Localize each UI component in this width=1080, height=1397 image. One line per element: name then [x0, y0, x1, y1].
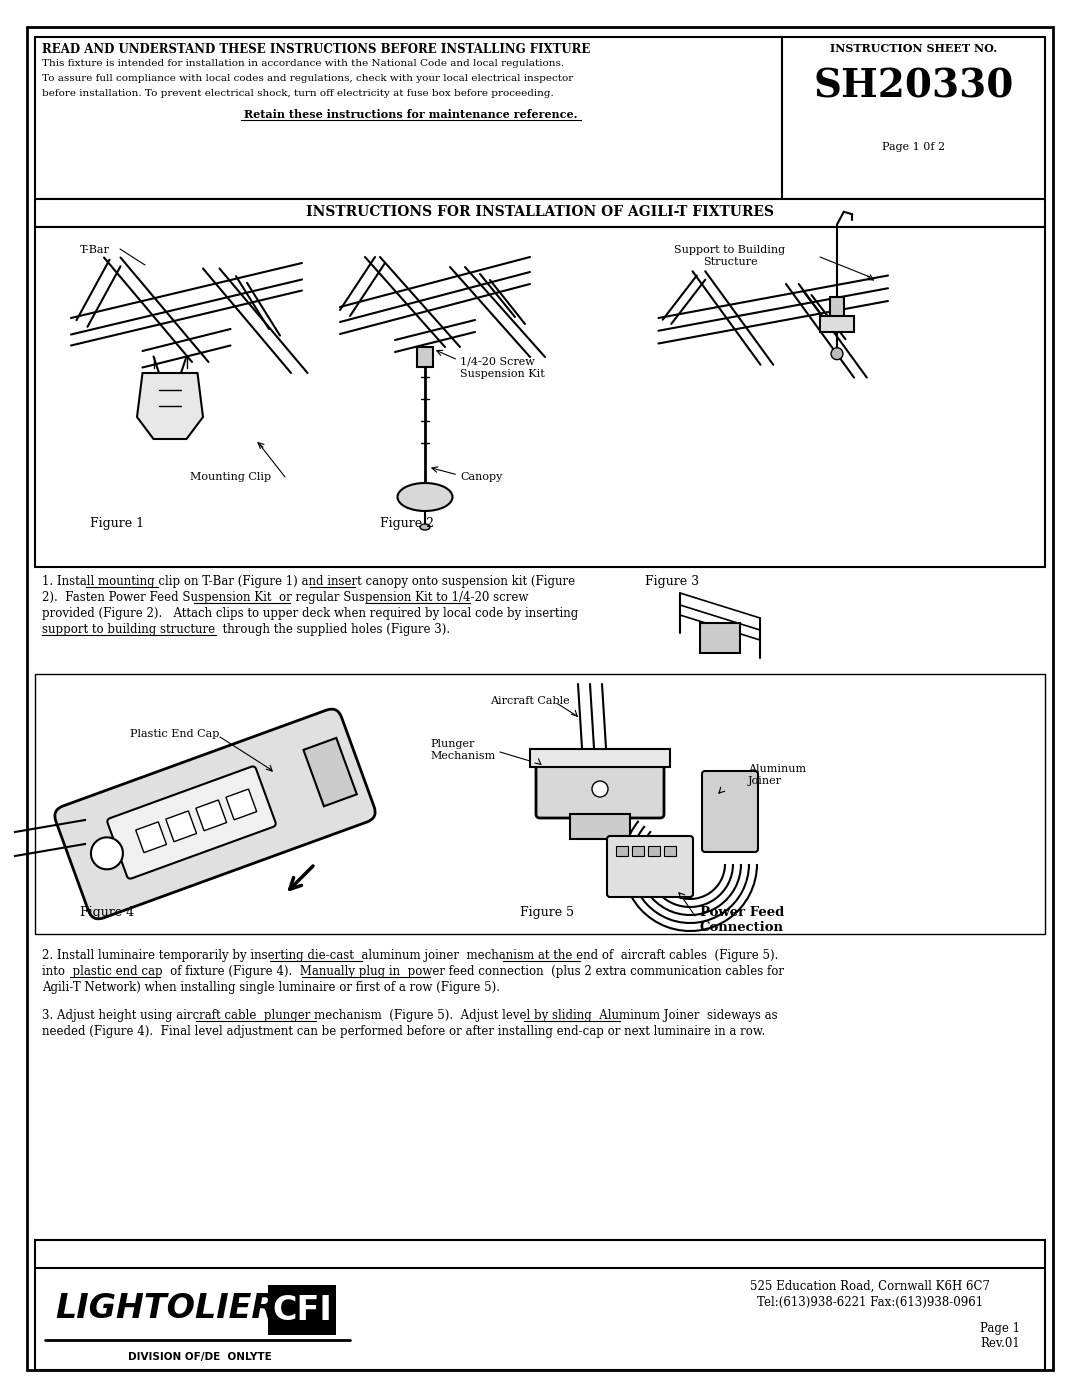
Text: into  plastic end cap  of fixture (Figure 4).  Manually plug in  power feed conn: into plastic end cap of fixture (Figure …: [42, 965, 784, 978]
Text: 2. Install luminaire temporarily by inserting die-cast  aluminum joiner  mechani: 2. Install luminaire temporarily by inse…: [42, 949, 779, 963]
Bar: [820, 316, 854, 331]
Text: INSTRUCTIONS FOR INSTALLATION OF AGILI-T FIXTURES: INSTRUCTIONS FOR INSTALLATION OF AGILI-T…: [306, 205, 774, 219]
Ellipse shape: [420, 524, 430, 529]
Text: Power Feed
Connection: Power Feed Connection: [700, 907, 784, 935]
Bar: [648, 847, 660, 856]
Text: Canopy: Canopy: [460, 472, 502, 482]
Text: Figure 5: Figure 5: [519, 907, 573, 919]
Text: Aircraft Cable: Aircraft Cable: [490, 696, 569, 705]
Text: needed (Figure 4).  Final level adjustment can be performed before or after inst: needed (Figure 4). Final level adjustmen…: [42, 1025, 766, 1038]
FancyBboxPatch shape: [607, 835, 693, 897]
Circle shape: [592, 781, 608, 798]
Bar: [136, 821, 166, 852]
Text: DIVISION OF/DE  ONLYTE: DIVISION OF/DE ONLYTE: [129, 1352, 272, 1362]
Text: INSTRUCTION SHEET NO.: INSTRUCTION SHEET NO.: [829, 43, 997, 54]
Text: Tel:(613)938-6221 Fax:(613)938-0961: Tel:(613)938-6221 Fax:(613)938-0961: [757, 1296, 983, 1309]
Bar: [530, 749, 670, 767]
Circle shape: [91, 837, 123, 869]
Text: 525 Education Road, Cornwall K6H 6C7: 525 Education Road, Cornwall K6H 6C7: [750, 1280, 990, 1294]
Bar: [570, 814, 630, 840]
Bar: [166, 810, 197, 842]
Text: 2).  Fasten Power Feed Suspension Kit  or regular Suspension Kit to 1/4-20 screw: 2). Fasten Power Feed Suspension Kit or …: [42, 591, 528, 604]
FancyBboxPatch shape: [536, 760, 664, 819]
Bar: [35, 36, 1045, 198]
Bar: [303, 738, 356, 806]
Circle shape: [831, 348, 843, 359]
Bar: [616, 847, 627, 856]
Text: T-Bar: T-Bar: [80, 244, 110, 256]
Text: 3. Adjust height using aircraft cable  plunger mechanism  (Figure 5).  Adjust le: 3. Adjust height using aircraft cable pl…: [42, 1009, 778, 1023]
Text: Agili-T Network) when installing single luminaire or first of a row (Figure 5).: Agili-T Network) when installing single …: [42, 981, 500, 995]
Text: Page 1: Page 1: [980, 1322, 1020, 1336]
Text: Mounting Clip: Mounting Clip: [190, 472, 271, 482]
Text: Plunger
Mechanism: Plunger Mechanism: [430, 739, 496, 760]
Bar: [35, 1241, 1045, 1370]
Text: SH20330: SH20330: [813, 67, 1014, 105]
Text: provided (Figure 2).   Attach clips to upper deck when required by local code by: provided (Figure 2). Attach clips to upp…: [42, 608, 578, 620]
Bar: [195, 800, 227, 831]
Text: This fixture is intended for installation in accordance with the National Code a: This fixture is intended for installatio…: [42, 59, 564, 68]
Text: Figure 4: Figure 4: [80, 907, 134, 919]
Bar: [35, 198, 1045, 226]
FancyBboxPatch shape: [702, 771, 758, 852]
Bar: [831, 296, 843, 319]
Text: Support to Building
Structure: Support to Building Structure: [674, 244, 785, 267]
Bar: [700, 623, 740, 652]
FancyBboxPatch shape: [55, 710, 375, 919]
Text: 1. Install mounting clip on T-Bar (Figure 1) and insert canopy onto suspension k: 1. Install mounting clip on T-Bar (Figur…: [42, 576, 576, 588]
Bar: [664, 847, 676, 856]
Bar: [226, 789, 257, 820]
Text: CFI: CFI: [272, 1294, 332, 1327]
Text: 1/4-20 Screw
Suspension Kit: 1/4-20 Screw Suspension Kit: [460, 358, 544, 379]
Polygon shape: [137, 373, 203, 439]
Bar: [417, 346, 433, 367]
Text: before installation. To prevent electrical shock, turn off electricity at fuse b: before installation. To prevent electric…: [42, 89, 554, 98]
Text: LIGHTOLIER: LIGHTOLIER: [55, 1291, 278, 1324]
Text: To assure full compliance with local codes and regulations, check with your loca: To assure full compliance with local cod…: [42, 74, 573, 82]
Text: READ AND UNDERSTAND THESE INSTRUCTIONS BEFORE INSTALLING FIXTURE: READ AND UNDERSTAND THESE INSTRUCTIONS B…: [42, 43, 591, 56]
Text: Figure 3: Figure 3: [645, 576, 699, 588]
Bar: [632, 847, 644, 856]
Bar: [35, 226, 1045, 567]
Text: Rev.01: Rev.01: [981, 1337, 1020, 1350]
Text: Retain these instructions for maintenance reference.: Retain these instructions for maintenanc…: [244, 109, 578, 120]
FancyBboxPatch shape: [107, 767, 275, 879]
Text: Plastic End Cap: Plastic End Cap: [130, 729, 219, 739]
Text: Page 1 0f 2: Page 1 0f 2: [882, 142, 945, 152]
Bar: [35, 673, 1045, 935]
Text: Aluminum
Joiner: Aluminum Joiner: [748, 764, 806, 785]
Bar: [268, 1285, 336, 1336]
Text: Figure 1: Figure 1: [90, 517, 144, 529]
Text: support to building structure  through the supplied holes (Figure 3).: support to building structure through th…: [42, 623, 450, 636]
Text: Figure 2: Figure 2: [380, 517, 434, 529]
Ellipse shape: [397, 483, 453, 511]
